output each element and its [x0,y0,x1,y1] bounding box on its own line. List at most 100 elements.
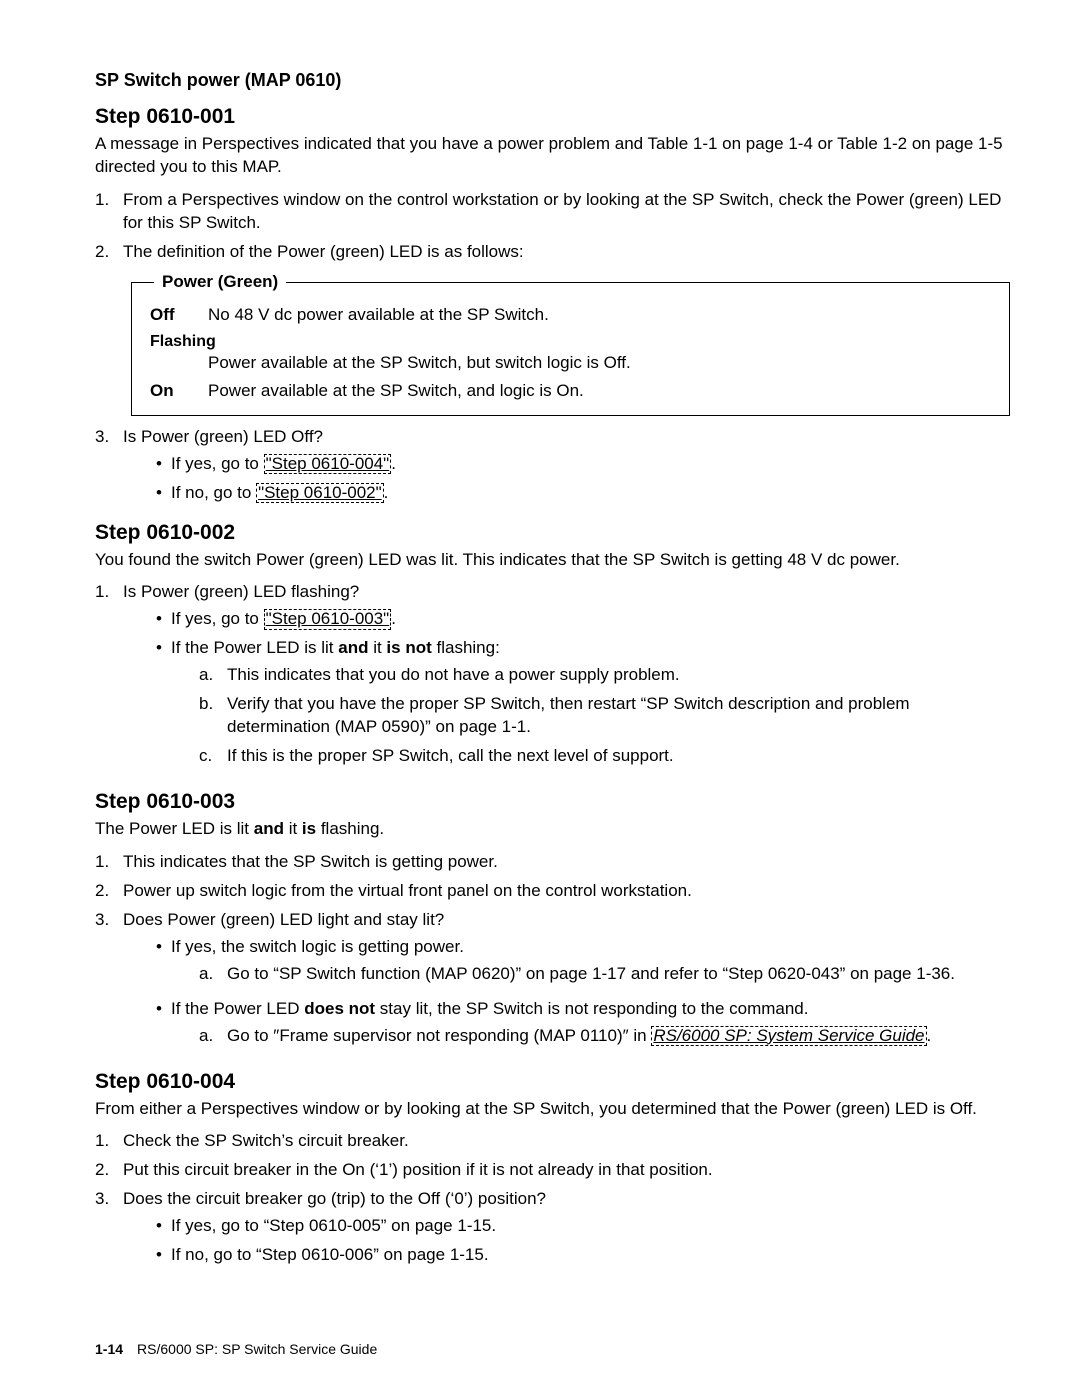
link-step-0610-003[interactable]: "Step 0610-003" [264,609,392,630]
bullet-icon: • [151,608,167,631]
step3-item1: 1. This indicates that the SP Switch is … [95,851,1010,874]
marker-2: 2. [95,1159,119,1182]
step2-intro: You found the switch Power (green) LED w… [95,549,1010,572]
step3-bullet-yes: • If yes, the switch logic is getting po… [151,936,1010,992]
marker-1: 1. [95,1130,119,1153]
bullet-icon: • [151,637,167,660]
step-heading-002: Step 0610-002 [95,521,1010,545]
marker-b: b. [199,693,223,716]
step3-intro: The Power LED is lit and it is flashing. [95,818,1010,841]
step2-sub-b-text: Verify that you have the proper SP Switc… [227,693,1010,739]
bullet-icon: • [151,453,167,476]
def-off-desc: No 48 V dc power available at the SP Swi… [208,305,549,325]
step-heading-001: Step 0610-001 [95,105,1010,129]
def-flash-term: Flashing [150,333,991,351]
step2-item1: 1. Is Power (green) LED flashing? • If y… [95,581,1010,780]
step1-no-post: . [384,483,389,502]
step2-item1-text: Is Power (green) LED flashing? [123,582,359,601]
marker-2: 2. [95,880,119,903]
page-number: 1-14 [95,1341,123,1357]
page-footer: 1-14RS/6000 SP: SP Switch Service Guide [95,1341,377,1357]
bullet-icon: • [151,936,167,959]
step2-bullet-yes: • If yes, go to "Step 0610-003". [151,608,1010,631]
step-heading-003: Step 0610-003 [95,790,1010,814]
marker-a: a. [199,1025,223,1048]
step4-item2: 2. Put this circuit breaker in the On (‘… [95,1159,1010,1182]
step2-lit-pre: If the Power LED is lit [171,638,338,657]
bullet-icon: • [151,1215,167,1238]
step3-sub-a: a. Go to “SP Switch function (MAP 0620)”… [199,963,1010,986]
marker-3: 3. [95,426,119,449]
step3-sub-a-text: Go to “SP Switch function (MAP 0620)” on… [227,963,1010,986]
bullet-icon: • [151,482,167,505]
marker-1: 1. [95,581,119,604]
link-step-0610-004[interactable]: "Step 0610-004" [264,454,392,475]
def-on-desc: Power available at the SP Switch, and lo… [208,381,584,401]
step2-sub-c: c. If this is the proper SP Switch, call… [199,745,1010,768]
step2-lit-isnot: is not [386,638,431,657]
step1-item1: 1. From a Perspectives window on the con… [95,189,1010,235]
step1-no-pre: If no, go to [171,483,256,502]
def-on: On Power available at the SP Switch, and… [150,381,991,401]
step2-sub-a: a. This indicates that you do not have a… [199,664,1010,687]
step2-lit-mid: it [368,638,386,657]
step4-item1: 1. Check the SP Switch’s circuit breaker… [95,1130,1010,1153]
section-title: SP Switch power (MAP 0610) [95,70,1010,91]
step2-sub-b: b. Verify that you have the proper SP Sw… [199,693,1010,739]
step1-item2: 2. The definition of the Power (green) L… [95,241,1010,264]
marker-3: 3. [95,909,119,932]
step3-item1-text: This indicates that the SP Switch is get… [123,851,1010,874]
step-heading-004: Step 0610-004 [95,1070,1010,1094]
step3-no-post: stay lit, the SP Switch is not respondin… [375,999,808,1018]
step1-item3: 3. Is Power (green) LED Off? • If yes, g… [95,426,1010,511]
step4-item3: 3. Does the circuit breaker go (trip) to… [95,1188,1010,1273]
step3-intro-mid: it [284,819,302,838]
step4-item2-text: Put this circuit breaker in the On (‘1’)… [123,1159,1010,1182]
step3-item3-text: Does Power (green) LED light and stay li… [123,910,444,929]
step4-intro: From either a Perspectives window or by … [95,1098,1010,1121]
step2-sub-c-text: If this is the proper SP Switch, call th… [227,745,1010,768]
step2-bullet-lit: • If the Power LED is lit and it is not … [151,637,1010,774]
step3-yes-text: If yes, the switch logic is getting powe… [171,937,464,956]
step3-sub-b-post: . [927,1026,932,1045]
step3-sub-b: a. Go to ″Frame supervisor not respondin… [199,1025,1010,1048]
link-system-service-guide[interactable]: RS/6000 SP: System Service Guide [651,1026,926,1047]
marker-c: c. [199,745,223,768]
step3-intro-post: flashing. [316,819,384,838]
step3-bullet-no: • If the Power LED does not stay lit, th… [151,998,1010,1054]
step1-bullet-no: • If no, go to "Step 0610-002". [151,482,1010,505]
step2-sub-a-text: This indicates that you do not have a po… [227,664,1010,687]
step2-yes-post: . [391,609,396,628]
step2-lit-and: and [338,638,368,657]
step1-bullet-yes: • If yes, go to "Step 0610-004". [151,453,1010,476]
step1-item2-text: The definition of the Power (green) LED … [123,241,1010,264]
step1-yes-pre: If yes, go to [171,454,264,473]
link-step-0610-002[interactable]: "Step 0610-002" [256,483,384,504]
step3-intro-and: and [254,819,284,838]
marker-2: 2. [95,241,119,264]
step3-no-pre: If the Power LED [171,999,304,1018]
step4-item3-text: Does the circuit breaker go (trip) to th… [123,1189,546,1208]
marker-1: 1. [95,851,119,874]
step1-item1-text: From a Perspectives window on the contro… [123,189,1010,235]
step2-yes-pre: If yes, go to [171,609,264,628]
def-flashing: Flashing Power available at the SP Switc… [150,333,991,373]
def-off: Off No 48 V dc power available at the SP… [150,305,991,325]
step3-item2-text: Power up switch logic from the virtual f… [123,880,1010,903]
power-green-box: Power (Green) Off No 48 V dc power avail… [131,282,1010,416]
step1-item3-text: Is Power (green) LED Off? [123,427,323,446]
def-on-term: On [150,381,208,401]
step3-item2: 2. Power up switch logic from the virtua… [95,880,1010,903]
power-green-legend: Power (Green) [154,272,286,292]
def-flash-desc: Power available at the SP Switch, but sw… [208,353,991,373]
step2-lit-post: flashing: [432,638,500,657]
def-off-term: Off [150,305,208,325]
marker-3: 3. [95,1188,119,1211]
step1-intro: A message in Perspectives indicated that… [95,133,1010,179]
bullet-icon: • [151,1244,167,1267]
step1-yes-post: . [391,454,396,473]
step4-no-text: If no, go to “Step 0610-006” on page 1-1… [171,1244,1010,1267]
step4-bullet-yes: • If yes, go to “Step 0610-005” on page … [151,1215,1010,1238]
step4-yes-text: If yes, go to “Step 0610-005” on page 1-… [171,1215,1010,1238]
marker-1: 1. [95,189,119,212]
